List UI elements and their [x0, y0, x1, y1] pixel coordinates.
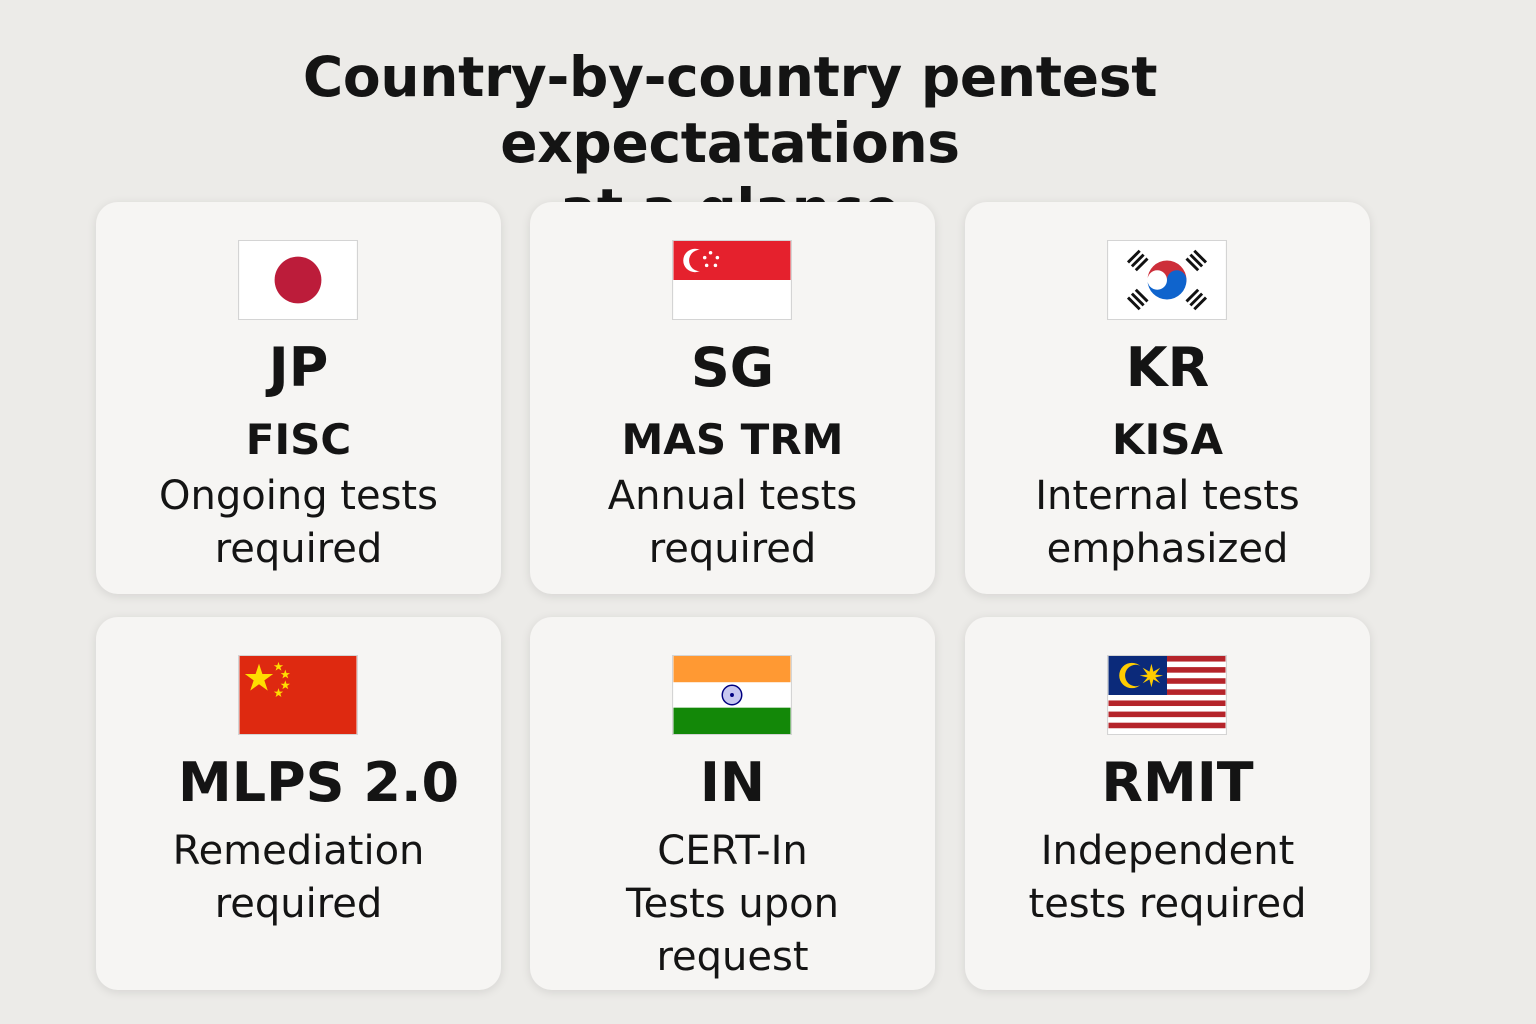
regulation-name: MLPS 2.0: [177, 751, 460, 814]
page-title-line-1: Country-by-country pentest expectatation…: [302, 45, 1158, 175]
country-card-my: RMIT Independent tests required: [965, 617, 1370, 990]
requirement-line: Independent: [1040, 828, 1295, 874]
india-flag-icon: [672, 655, 792, 735]
china-flag-icon: [238, 655, 358, 735]
singapore-flag-icon: [672, 240, 792, 320]
country-code: JP: [268, 336, 329, 399]
requirement-line: CERT-In: [657, 828, 808, 874]
country-card-kr: KR KISA Internal tests emphasized: [965, 202, 1370, 594]
requirement-line: Tests upon: [626, 881, 839, 927]
requirement-line: request: [656, 934, 809, 980]
requirement-line: Internal tests: [1035, 473, 1300, 519]
country-card-jp: JP FISC Ongoing tests required: [96, 202, 501, 594]
requirement-text: Independent tests required: [975, 825, 1360, 931]
regulator-name: FISC: [245, 415, 352, 464]
requirement-text: CERT-In Tests upon request: [540, 825, 925, 984]
requirement-line: required: [648, 526, 817, 572]
requirement-text: Annual tests required: [540, 470, 925, 576]
regulator-name: KISA: [1112, 415, 1223, 464]
requirement-line: tests required: [1028, 881, 1307, 927]
japan-flag-icon: [238, 240, 358, 320]
regulator-name: MAS TRM: [621, 415, 844, 464]
country-card-cn: MLPS 2.0 Remediation required: [96, 617, 501, 990]
requirement-line: required: [214, 881, 383, 927]
requirement-text: Ongoing tests required: [106, 470, 491, 576]
requirement-line: Ongoing tests: [159, 473, 438, 519]
country-code: IN: [699, 751, 766, 814]
south-korea-flag-icon: [1107, 240, 1227, 320]
country-card-in: IN CERT-In Tests upon request: [530, 617, 935, 990]
country-card-sg: SG MAS TRM Annual tests required: [530, 202, 935, 594]
requirement-text: Internal tests emphasized: [975, 470, 1360, 576]
requirement-line: emphasized: [1046, 526, 1289, 572]
country-code: SG: [690, 336, 775, 399]
country-code: KR: [1125, 336, 1210, 399]
requirement-line: Annual tests: [607, 473, 858, 519]
requirement-line: required: [214, 526, 383, 572]
regulation-name: RMIT: [1101, 751, 1254, 814]
requirement-text: Remediation required: [106, 825, 491, 931]
malaysia-flag-icon: [1107, 655, 1227, 735]
requirement-line: Remediation: [172, 828, 425, 874]
